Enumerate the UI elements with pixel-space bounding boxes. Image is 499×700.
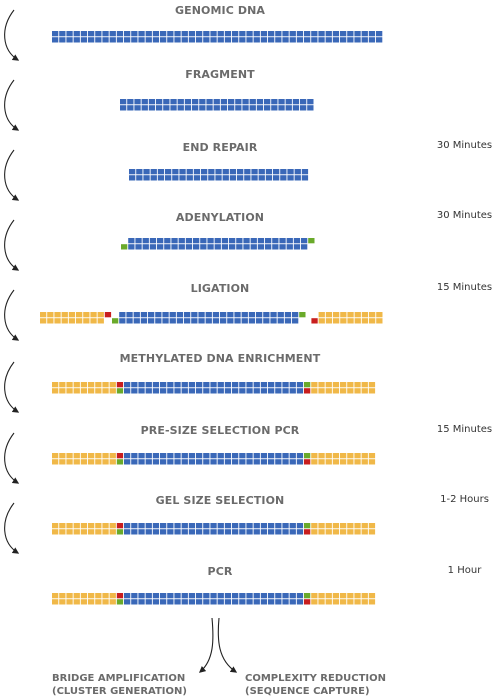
step-time-pre-size-selection-pcr: 15 Minutes [436, 424, 493, 435]
step-title-genomic-dna: GENOMIC DNA [175, 4, 265, 17]
step-title-fragment: FRAGMENT [185, 68, 255, 81]
split-arrow-right-icon [217, 617, 238, 673]
dna-gel-size-selection [52, 523, 376, 535]
outcome-left-line1: BRIDGE AMPLIFICATION [52, 673, 186, 684]
dna-ligation [40, 312, 383, 324]
outcome-bridge-amplification: BRIDGE AMPLIFICATION (CLUSTER GENERATION… [52, 672, 187, 698]
step-title-adenylation: ADENYLATION [175, 211, 265, 224]
dna-pre-size-pcr [52, 453, 376, 465]
step-title-methylated-dna-enrichment: METHYLATED DNA ENRICHMENT [119, 352, 321, 365]
step-arrow-icon [4, 9, 20, 61]
step-arrow-icon [4, 432, 20, 484]
dna-adenylation [121, 238, 315, 250]
step-arrow-icon [4, 502, 20, 554]
split-arrow-left-icon [198, 617, 214, 673]
dna-genomic [52, 31, 383, 43]
step-time-end-repair: 30 Minutes [436, 140, 493, 151]
step-arrow-icon [4, 289, 20, 341]
outcome-right-line2: (SEQUENCE CAPTURE) [245, 686, 370, 697]
step-arrow-icon [4, 361, 20, 413]
outcome-right-line1: COMPLEXITY REDUCTION [245, 673, 387, 684]
step-time-ligation: 15 Minutes [436, 282, 493, 293]
step-arrow-icon [4, 219, 20, 271]
step-title-end-repair: END REPAIR [182, 141, 258, 154]
outcome-left-line2: (CLUSTER GENERATION) [52, 686, 187, 697]
step-title-pre-size-selection-pcr: PRE-SIZE SELECTION PCR [140, 424, 300, 437]
step-title-pcr: PCR [207, 565, 233, 578]
step-title-gel-size-selection: GEL SIZE SELECTION [155, 494, 285, 507]
dna-end-repair [129, 169, 309, 181]
outcome-complexity-reduction: COMPLEXITY REDUCTION (SEQUENCE CAPTURE) [245, 672, 386, 698]
step-arrow-icon [4, 79, 20, 131]
step-title-ligation: LIGATION [190, 282, 250, 295]
step-time-pcr: 1 Hour [447, 565, 482, 576]
dna-fragment [120, 99, 314, 111]
step-arrow-icon [4, 149, 20, 201]
dna-methylated-enrichment [52, 382, 376, 394]
step-time-gel-size-selection: 1-2 Hours [440, 494, 489, 505]
step-time-adenylation: 30 Minutes [436, 210, 493, 221]
dna-pcr [52, 593, 376, 605]
